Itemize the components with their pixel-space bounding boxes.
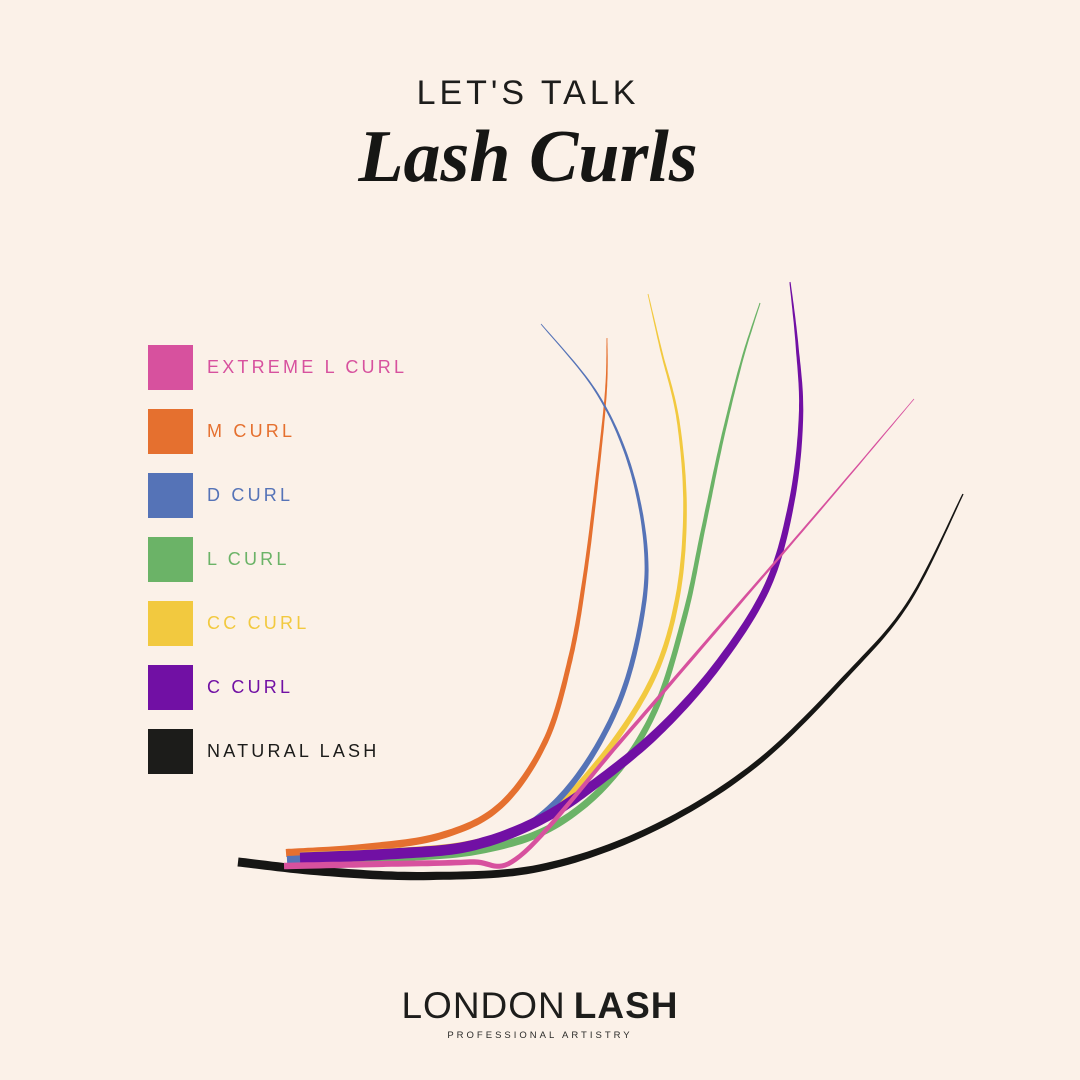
color-swatch-m-curl (148, 409, 193, 454)
color-swatch-cc-curl (148, 601, 193, 646)
color-swatch-c-curl (148, 665, 193, 710)
legend-label-natural-lash: NATURAL LASH (207, 741, 380, 761)
legend-label-c-curl: C CURL (207, 677, 294, 697)
lash-curve-c-curl (299, 281, 804, 864)
legend-label-extreme-l-curl: EXTREME L CURL (207, 357, 408, 377)
brand-name: LONDON LASH (0, 985, 1080, 1027)
legend-item-d-curl: D CURL (148, 473, 407, 518)
legend-label-cc-curl: CC CURL (207, 613, 310, 633)
color-swatch-natural-lash (148, 729, 193, 774)
brand-name-bold: LASH (573, 985, 679, 1026)
brand-footer: LONDON LASH PROFESSIONAL ARTISTRY (0, 985, 1080, 1041)
legend-item-c-curl: C CURL (148, 665, 407, 710)
legend-label-d-curl: D CURL (207, 485, 294, 505)
legend-label-m-curl: M CURL (207, 421, 296, 441)
color-swatch-l-curl (148, 537, 193, 582)
color-swatch-extreme-l-curl (148, 345, 193, 390)
title-block: LET'S TALK Lash Curls (0, 74, 1068, 197)
page-title: Lash Curls (358, 116, 698, 199)
brand-tagline: PROFESSIONAL ARTISTRY (447, 1029, 633, 1041)
lash-curve-l-curl (309, 302, 761, 865)
legend-label-l-curl: L CURL (207, 549, 290, 569)
title-eyebrow: LET'S TALK (416, 74, 640, 112)
brand-name-light: LONDON (401, 985, 566, 1026)
legend-item-extreme-l-curl: EXTREME L CURL (148, 345, 407, 390)
curl-legend: EXTREME L CURL M CURL D CURL L CURL CC CURL C… (148, 345, 407, 774)
color-swatch-d-curl (148, 473, 193, 518)
legend-item-m-curl: M CURL (148, 409, 407, 454)
legend-item-natural-lash: NATURAL LASH (148, 729, 407, 774)
legend-item-l-curl: L CURL (148, 537, 407, 582)
legend-item-cc-curl: CC CURL (148, 601, 407, 646)
